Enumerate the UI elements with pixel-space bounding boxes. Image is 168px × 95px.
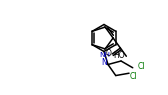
Text: HO: HO — [114, 51, 125, 60]
Text: O: O — [105, 49, 111, 59]
Text: Cl: Cl — [138, 62, 145, 71]
Text: N: N — [102, 58, 107, 67]
Text: Cl: Cl — [130, 72, 138, 81]
Text: NH: NH — [100, 52, 111, 58]
